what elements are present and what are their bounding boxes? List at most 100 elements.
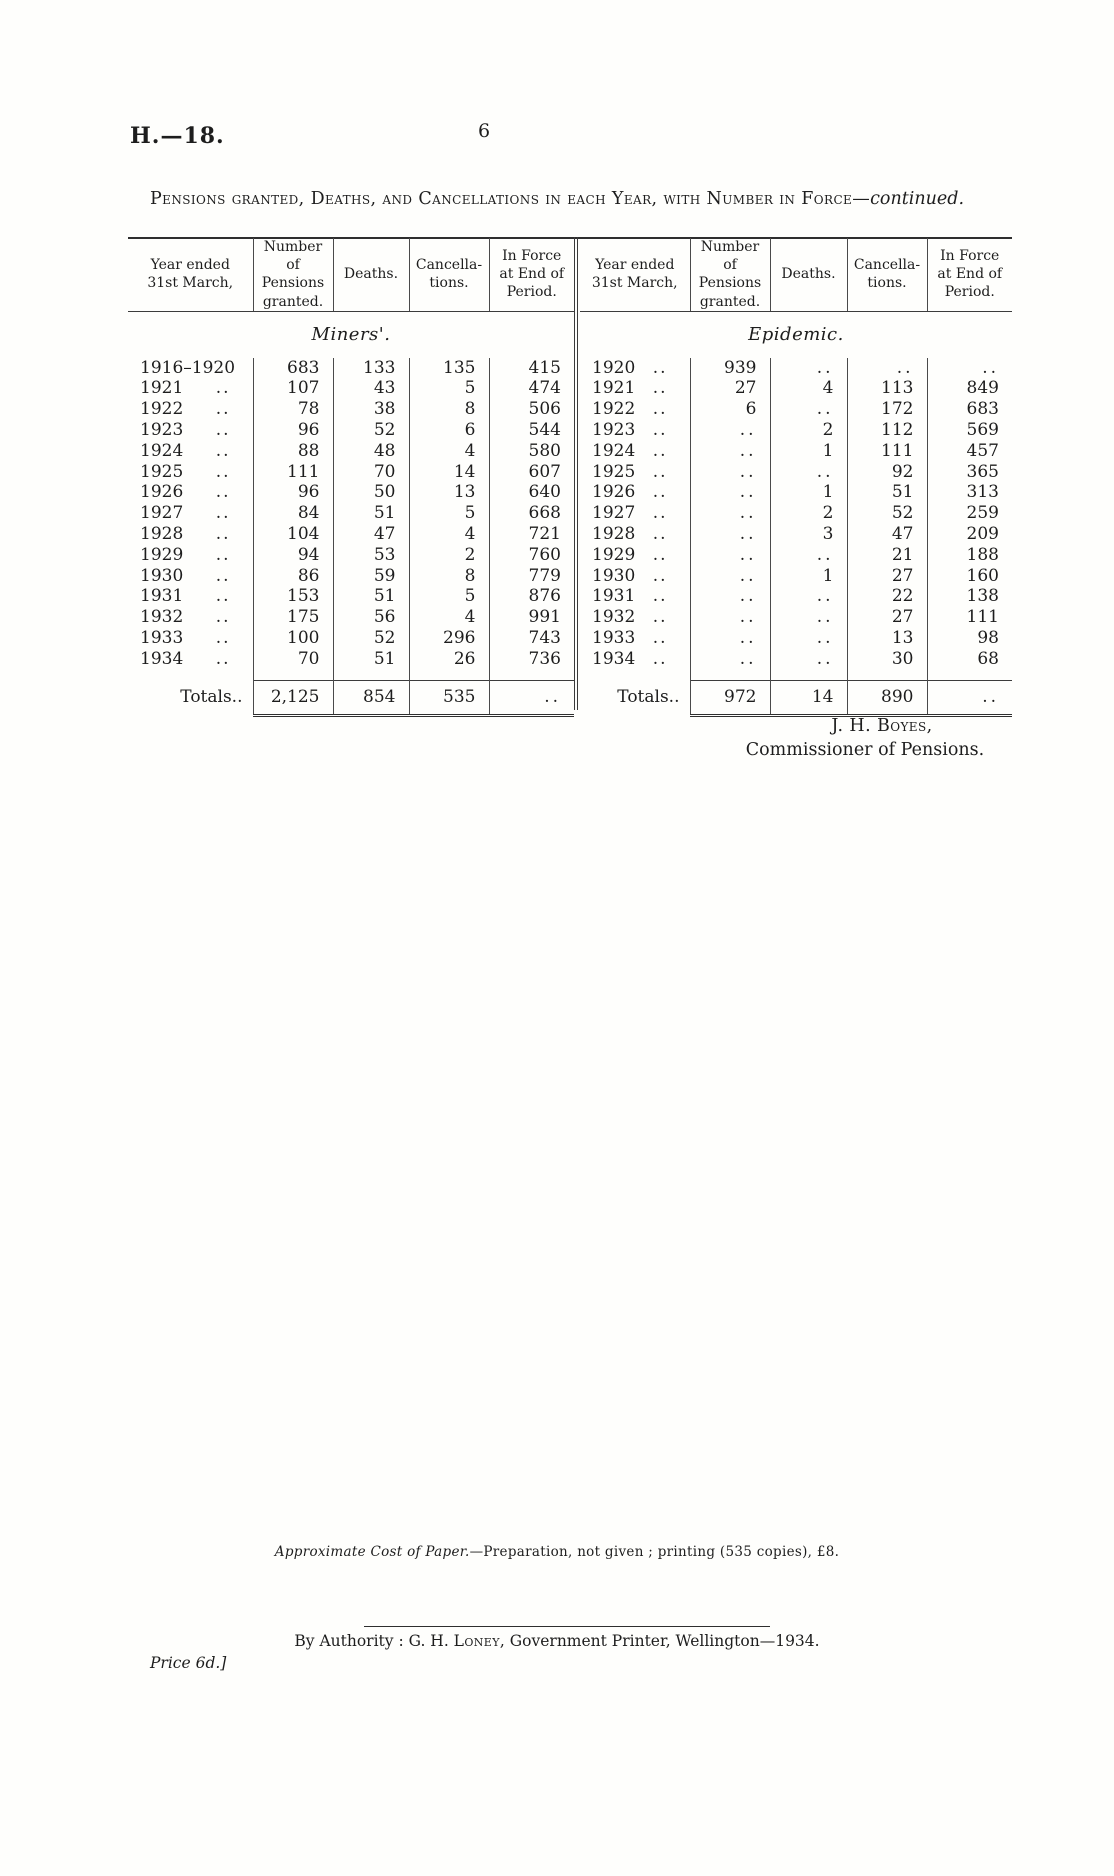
column-header: In Force at End of Period. bbox=[489, 238, 574, 312]
value-cell: 2 bbox=[770, 503, 848, 525]
value-cell: 8 bbox=[409, 565, 490, 587]
value-cell: 172 bbox=[847, 399, 928, 421]
value-cell: 47 bbox=[847, 524, 928, 545]
signature-role: Commissioner of Pensions. bbox=[745, 740, 985, 760]
year-cell: 1922.. bbox=[128, 399, 254, 421]
year-leader-dots: .. bbox=[652, 607, 668, 628]
page-title-main: Pensions granted, Deaths, and Cancellati… bbox=[149, 189, 871, 209]
header-row: Year ended 31st March, Number of Pensions… bbox=[128, 238, 574, 312]
table-row: 1934...... 30 68 bbox=[580, 648, 1012, 670]
year-leader-dots: .. bbox=[215, 544, 231, 565]
totals-row: Totals.. 972 14 890.. bbox=[580, 679, 1012, 717]
value-cell: 5 bbox=[409, 503, 490, 525]
value-cell: 544 bbox=[528, 420, 561, 441]
value-cell: 50 bbox=[333, 482, 410, 504]
value-cell: .. bbox=[690, 482, 771, 504]
value-cell: 296 bbox=[409, 628, 490, 649]
year-leader-dots: .. bbox=[652, 524, 668, 545]
table-row: 1926.... 1 51 313 bbox=[580, 482, 1012, 504]
table-row: 1920.. 939...... bbox=[580, 357, 1012, 379]
value-cell: .. bbox=[982, 357, 999, 378]
cost-footnote-lead: Approximate Cost of Paper. bbox=[274, 1544, 470, 1560]
section-title-row: Miners'. bbox=[128, 311, 574, 358]
value-cell: 736 bbox=[528, 648, 561, 669]
year-leader-dots: .. bbox=[652, 565, 668, 586]
totals-value: 972 bbox=[690, 679, 771, 717]
table-row: 1921.. 27 4 113 849 bbox=[580, 378, 1012, 400]
value-cell: 14 bbox=[409, 461, 490, 483]
table-row: 1931.. 153 51 5 876 bbox=[128, 586, 574, 608]
value-cell: 94 bbox=[253, 544, 334, 566]
value-cell: 5 bbox=[409, 586, 490, 608]
value-cell: 70 bbox=[333, 461, 410, 483]
year-leader-dots: .. bbox=[215, 586, 231, 607]
authority-line: By Authority : G. H. Loney, Government P… bbox=[0, 1632, 1114, 1650]
value-cell: 13 bbox=[409, 482, 490, 504]
totals-value: 2,125 bbox=[253, 679, 334, 717]
year-leader-dots: .. bbox=[215, 378, 231, 399]
table-row: 1931...... 22 138 bbox=[580, 586, 1012, 608]
value-cell: 1 bbox=[770, 565, 848, 587]
cost-footnote-rest: —Preparation, not given ; printing (535 … bbox=[469, 1544, 840, 1560]
value-cell: 22 bbox=[847, 586, 928, 608]
year-cell: 1924.. bbox=[128, 440, 254, 462]
year-cell: 1931.. bbox=[128, 586, 254, 608]
section-title: Miners'. bbox=[311, 323, 391, 345]
table-row: 1925.. 111 70 14 607 bbox=[128, 461, 574, 483]
signature-name: J. H. Boyes, bbox=[831, 716, 933, 736]
year-leader-dots: .. bbox=[215, 482, 231, 503]
column-header: Year ended 31st March, bbox=[128, 238, 254, 312]
value-cell: 760 bbox=[528, 544, 561, 565]
value-cell: .. bbox=[770, 399, 848, 421]
year-cell: 1916–1920 bbox=[128, 357, 254, 379]
value-cell: 56 bbox=[333, 607, 410, 629]
table-row: 1922.. 78 38 8 506 bbox=[128, 399, 574, 421]
value-cell: 1 bbox=[770, 482, 848, 504]
authority-pre: By Authority : G. H. bbox=[294, 1632, 454, 1650]
column-header: Year ended 31st March, bbox=[580, 238, 691, 312]
value-cell: .. bbox=[770, 586, 848, 608]
totals-label: Totals.. bbox=[128, 680, 254, 716]
year-cell: 1933.. bbox=[580, 628, 691, 649]
year-cell: 1931.. bbox=[580, 586, 691, 608]
value-cell: 474 bbox=[528, 378, 561, 399]
value-cell: .. bbox=[690, 607, 771, 629]
table-row: 1927.. 84 51 5 668 bbox=[128, 503, 574, 525]
value-cell: 26 bbox=[409, 648, 490, 670]
value-cell: 259 bbox=[966, 503, 999, 524]
value-cell: 683 bbox=[253, 357, 334, 379]
value-cell: 47 bbox=[333, 524, 410, 545]
table-row: 1923.. 96 52 6 544 bbox=[128, 420, 574, 441]
year-cell: 1925.. bbox=[580, 461, 691, 483]
value-cell: .. bbox=[770, 628, 848, 649]
year-cell: 1928.. bbox=[128, 524, 254, 545]
value-cell: 113 bbox=[847, 378, 928, 400]
table-row: 1923.... 2 112 569 bbox=[580, 420, 1012, 441]
year-leader-dots: .. bbox=[215, 648, 231, 669]
year-cell: 1923.. bbox=[128, 420, 254, 441]
year-cell: 1933.. bbox=[128, 628, 254, 649]
year-leader-dots: .. bbox=[652, 440, 668, 461]
column-header: Number of Pensions granted. bbox=[253, 238, 334, 312]
year-cell: 1925.. bbox=[128, 461, 254, 483]
value-cell: .. bbox=[690, 586, 771, 608]
table-row: 1930.... 1 27 160 bbox=[580, 565, 1012, 587]
year-cell: 1934.. bbox=[580, 648, 691, 670]
value-cell: 4 bbox=[409, 524, 490, 545]
value-cell: 133 bbox=[333, 357, 410, 379]
value-cell: 53 bbox=[333, 544, 410, 566]
value-cell: .. bbox=[690, 544, 771, 566]
value-cell: 27 bbox=[847, 565, 928, 587]
signature-block: J. H. Boyes, Commissioner of Pensions. bbox=[660, 716, 1070, 760]
totals-value: 14 bbox=[770, 679, 848, 717]
value-cell: 175 bbox=[253, 607, 334, 629]
year-leader-dots: .. bbox=[652, 544, 668, 565]
value-cell: 640 bbox=[528, 482, 561, 503]
spacer-row bbox=[580, 669, 1012, 681]
table-row: 1932.. 175 56 4 991 bbox=[128, 607, 574, 629]
year-leader-dots: .. bbox=[215, 461, 231, 482]
value-cell: 2 bbox=[770, 420, 848, 441]
year-leader-dots: .. bbox=[215, 524, 231, 545]
year-leader-dots: .. bbox=[652, 586, 668, 607]
value-cell: .. bbox=[690, 461, 771, 483]
